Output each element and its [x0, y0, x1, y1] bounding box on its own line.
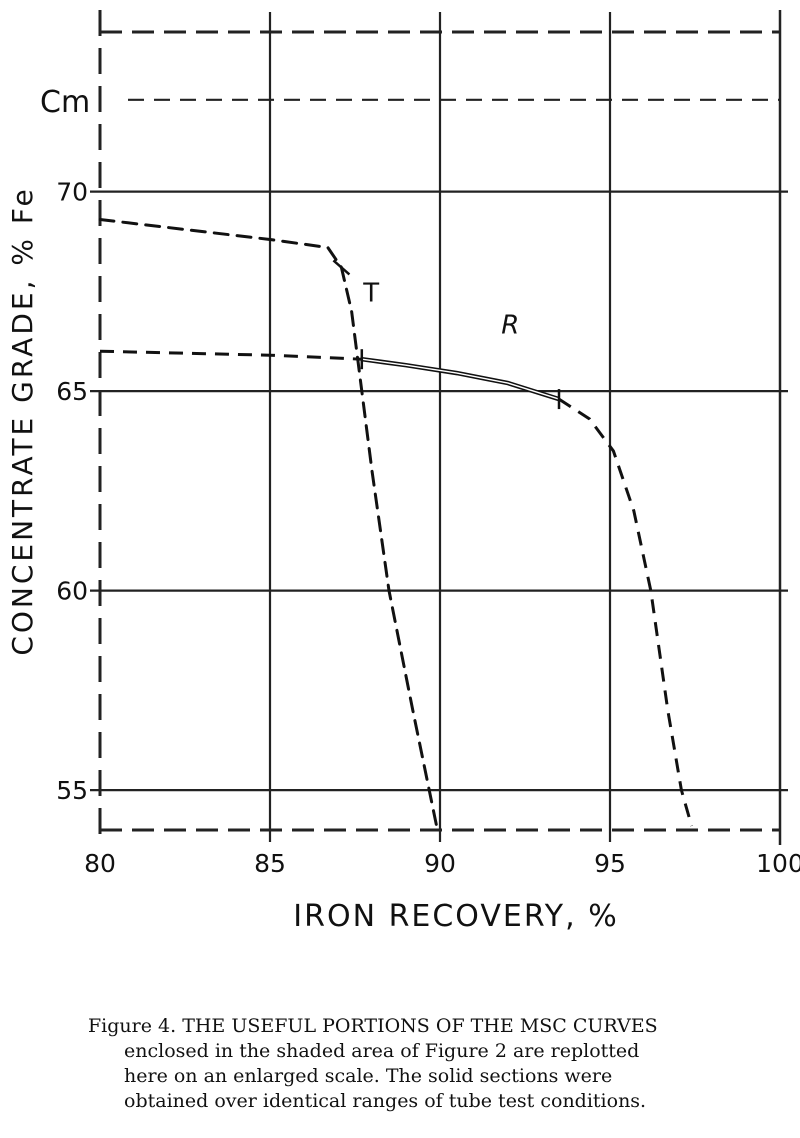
x-tick-90: 90: [424, 849, 456, 878]
x-tick-100: 100: [756, 849, 800, 878]
series-r-dashed-end: [558, 397, 694, 827]
y-axis-label: CONCENTRATE GRADE, % Fe: [6, 186, 39, 655]
x-axis-label: IRON RECOVERY, %: [293, 899, 618, 934]
tick-labels: 80 85 90 95 100 55 60 65 70: [56, 178, 800, 878]
y-tick-55: 55: [56, 776, 88, 805]
series-r-solid-highlight: [361, 358, 560, 400]
series-t-marker: [332, 259, 351, 276]
series-label-r: R: [501, 310, 519, 340]
caption-line-1: Figure 4. THE USEFUL PORTIONS OF THE MSC…: [88, 1015, 658, 1037]
series-label-t: T: [362, 278, 379, 308]
y-tick-70: 70: [56, 178, 88, 207]
y-tick-65: 65: [56, 377, 88, 406]
grid-lines: [90, 12, 788, 842]
reference-label: Cm: [40, 85, 90, 120]
series-group: [98, 218, 694, 828]
series-r-dashed-start: [99, 349, 362, 361]
caption-line-3: here on an enlarged scale. The solid sec…: [124, 1065, 613, 1087]
x-tick-85: 85: [254, 849, 286, 878]
series-r-solid: [361, 356, 560, 402]
x-tick-80: 80: [84, 849, 116, 878]
y-tick-60: 60: [56, 577, 88, 606]
figure-caption: Figure 4. THE USEFUL PORTIONS OF THE MSC…: [88, 1014, 788, 1114]
caption-line-4: obtained over identical ranges of tube t…: [124, 1090, 647, 1112]
series-t-curve: [98, 218, 439, 828]
x-tick-95: 95: [594, 849, 626, 878]
caption-line-2: enclosed in the shaded area of Figure 2 …: [124, 1040, 640, 1062]
